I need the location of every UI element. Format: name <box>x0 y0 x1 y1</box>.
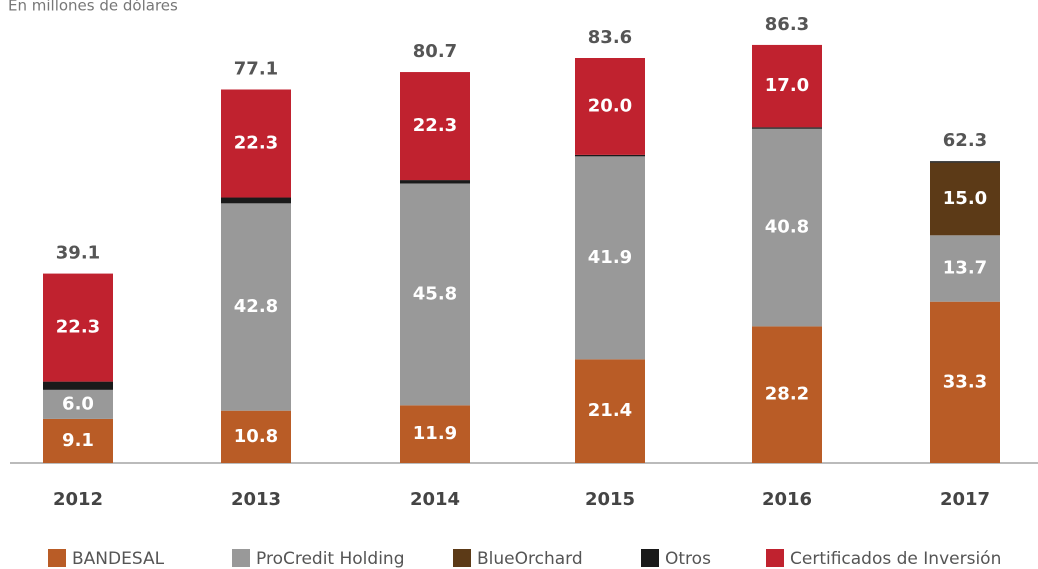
data-label: 17.0 <box>765 75 809 96</box>
bar-segment <box>752 44 822 128</box>
chart-subtitle: En millones de dólares <box>8 0 178 15</box>
x-tick-label: 2013 <box>231 489 281 510</box>
data-label: 22.3 <box>56 317 100 338</box>
x-tick-label: 2015 <box>585 489 635 510</box>
bar-segment <box>221 203 291 411</box>
legend-label: BlueOrchard <box>477 549 583 569</box>
legend-swatch <box>641 549 659 567</box>
bar-segment <box>575 58 645 155</box>
legend-swatch <box>453 549 471 567</box>
data-label: 40.8 <box>765 217 809 238</box>
x-tick-label: 2014 <box>410 489 460 510</box>
data-label: 15.0 <box>943 188 987 209</box>
legend-swatch <box>766 549 784 567</box>
data-label: 11.9 <box>413 423 457 444</box>
x-tick-label: 2012 <box>53 489 103 510</box>
data-label: 10.8 <box>234 426 278 447</box>
data-label: 42.8 <box>234 296 278 317</box>
bar-segment <box>575 154 645 157</box>
bar-segment <box>400 405 470 463</box>
data-label: 6.0 <box>62 393 94 414</box>
bar-segment <box>221 410 291 463</box>
total-label: 77.1 <box>234 58 278 79</box>
bar-segment <box>43 389 113 419</box>
total-label: 80.7 <box>413 41 457 62</box>
bar-segment <box>930 301 1000 463</box>
bar-segment <box>400 72 470 181</box>
bar-segment <box>43 381 113 390</box>
data-label: 41.9 <box>588 247 632 268</box>
bar-segment <box>752 326 822 463</box>
data-label: 28.2 <box>765 384 809 405</box>
total-label: 62.3 <box>943 130 987 151</box>
bar-segment <box>221 89 291 198</box>
bar-segment <box>752 128 822 327</box>
total-label: 39.1 <box>56 243 100 264</box>
legend-label: BANDESAL <box>72 549 165 569</box>
bar-segment <box>400 183 470 406</box>
data-label: 22.3 <box>234 133 278 154</box>
bar-segment <box>221 197 291 204</box>
bar-segment <box>43 273 113 382</box>
legend-label: Certificados de Inversión <box>790 549 1001 569</box>
total-label: 83.6 <box>588 27 632 48</box>
legend-label: Otros <box>665 549 711 569</box>
data-label: 20.0 <box>588 95 632 116</box>
bar-segment <box>930 235 1000 302</box>
bar-segment <box>400 180 470 184</box>
data-label: 13.7 <box>943 257 987 278</box>
legend-swatch <box>48 549 66 567</box>
data-label: 21.4 <box>588 400 632 421</box>
x-tick-label: 2017 <box>940 489 990 510</box>
bar-segment <box>43 418 113 463</box>
data-label: 45.8 <box>413 283 457 304</box>
bar-segment <box>575 359 645 463</box>
total-label: 86.3 <box>765 14 809 35</box>
bar-segment <box>930 161 1000 163</box>
bar-segment <box>575 156 645 360</box>
legend-swatch <box>232 549 250 567</box>
data-label: 33.3 <box>943 371 987 392</box>
legend-label: ProCredit Holding <box>256 549 404 569</box>
data-label: 22.3 <box>413 115 457 136</box>
data-label: 9.1 <box>62 430 94 451</box>
x-tick-label: 2016 <box>762 489 812 510</box>
bar-segment <box>930 162 1000 236</box>
bar-segment <box>752 127 822 129</box>
